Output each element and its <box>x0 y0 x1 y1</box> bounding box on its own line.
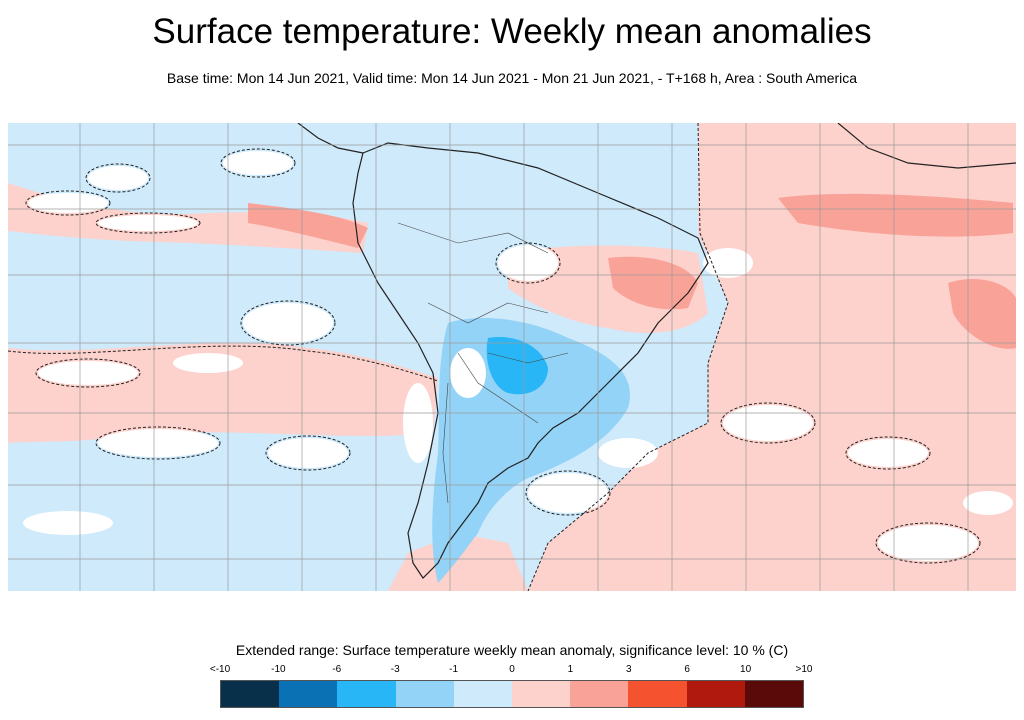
legend-label: 0 <box>509 664 515 675</box>
border-line <box>427 302 549 324</box>
warm-core-brazil <box>608 256 698 310</box>
contour-line <box>875 522 981 564</box>
warm-far-south <box>388 533 528 591</box>
legend-swatch <box>628 681 687 707</box>
neutral-patch <box>878 525 978 561</box>
neutral-patch <box>38 361 138 385</box>
warm-core-atlantic <box>778 193 1013 237</box>
legend-label: 10 <box>740 664 752 675</box>
africa-coastline <box>837 123 1016 169</box>
graticule <box>8 123 1016 591</box>
legend-label: 3 <box>626 664 632 675</box>
border-line <box>397 222 549 254</box>
anomaly-map-svg <box>8 123 1016 591</box>
cold-core <box>486 337 548 395</box>
legend-colorbar <box>220 680 804 708</box>
neutral-patch <box>450 348 486 398</box>
legend-swatch <box>453 681 513 707</box>
contour-line <box>240 300 336 346</box>
neutral-patch <box>403 383 433 463</box>
legend-label: -10 <box>271 664 286 675</box>
legend-labels: <-10 -10 -6 -3 -1 0 1 3 6 10 >10 <box>210 664 813 678</box>
neutral-patch <box>498 245 558 281</box>
warm-band-pacific-north <box>8 183 368 253</box>
neutral-patch <box>28 193 108 213</box>
neutral-patch <box>88 166 148 190</box>
neutral-patch <box>848 439 928 467</box>
contour-line <box>95 212 201 234</box>
legend-label: 1 <box>567 664 574 675</box>
neutral-patch <box>98 429 218 457</box>
contour-line <box>95 426 221 460</box>
legend-title: Extended range: Surface temperature week… <box>235 642 789 658</box>
legend-label: <-10 <box>209 664 231 675</box>
legend-swatch <box>337 681 396 707</box>
neutral-patch <box>98 215 198 231</box>
map-subtitle: Base time: Mon 14 Jun 2021, Valid time: … <box>166 70 858 86</box>
legend-swatch <box>279 681 338 707</box>
contour-line <box>8 345 439 382</box>
neutral-patches <box>23 151 1013 561</box>
warm-core-pacific <box>248 203 368 248</box>
contour-line <box>35 358 141 388</box>
legend-swatch <box>570 681 629 707</box>
contour-line <box>25 190 111 216</box>
legend-label: -1 <box>449 664 459 675</box>
neutral-patch <box>173 353 243 373</box>
legend-swatch <box>395 681 454 707</box>
central-america-coastline <box>297 123 364 154</box>
neutral-patch <box>223 151 293 175</box>
border-line <box>442 382 449 504</box>
significance-contours <box>8 123 981 591</box>
contour-line <box>720 402 816 444</box>
warm-core-east <box>948 278 1016 349</box>
legend-swatch <box>686 681 745 707</box>
neutral-patch <box>243 303 333 343</box>
contour-line <box>220 148 296 178</box>
contour-line <box>525 470 611 516</box>
contour-line <box>85 163 151 193</box>
border-line <box>487 352 569 364</box>
neutral-patch <box>963 491 1013 515</box>
legend-swatch <box>744 681 804 707</box>
neutral-patch <box>268 438 348 468</box>
neutral-patch <box>703 248 753 278</box>
legend-label: -3 <box>390 664 400 675</box>
anomaly-map <box>8 123 1016 591</box>
legend-swatch <box>221 681 280 707</box>
legend-swatch <box>512 681 571 707</box>
legend-label: -6 <box>332 664 342 675</box>
neutral-patch <box>723 405 813 441</box>
contour-line <box>265 435 351 471</box>
contour-line <box>845 436 931 470</box>
neutral-patch <box>23 511 113 535</box>
contour-line <box>495 242 561 284</box>
neutral-patch <box>528 473 608 513</box>
neutral-patch <box>598 438 658 468</box>
map-title: Surface temperature: Weekly mean anomali… <box>152 12 872 51</box>
legend-label: >10 <box>795 664 813 675</box>
contour-line <box>527 123 729 591</box>
legend-label: 6 <box>684 664 690 675</box>
